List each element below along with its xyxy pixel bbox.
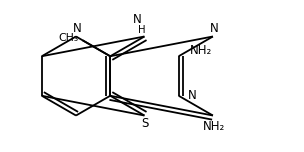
Text: S: S xyxy=(141,117,148,130)
Text: NH₂: NH₂ xyxy=(203,120,226,133)
Text: N: N xyxy=(133,13,141,26)
Text: N: N xyxy=(210,22,219,35)
Text: N: N xyxy=(73,22,82,35)
Text: CH₃: CH₃ xyxy=(58,33,78,43)
Text: N: N xyxy=(188,89,197,102)
Text: NH₂: NH₂ xyxy=(190,44,212,57)
Text: H: H xyxy=(138,25,145,35)
